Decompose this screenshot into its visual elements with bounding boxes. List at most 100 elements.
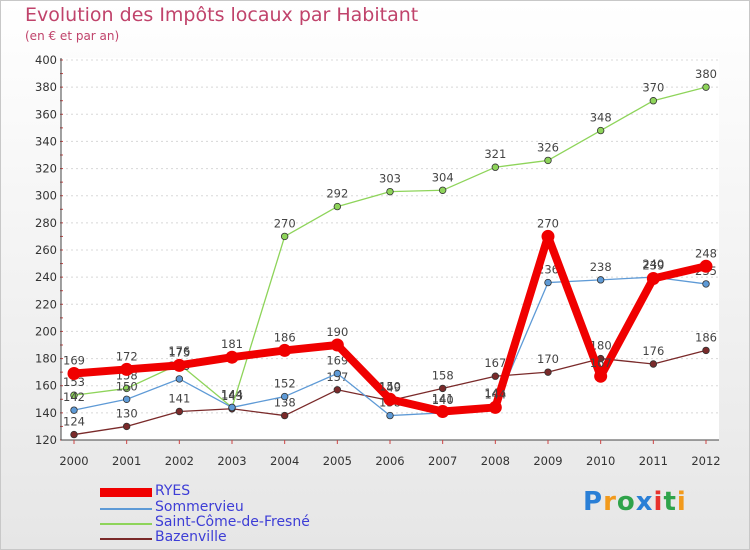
data-point-sommervieu (70, 406, 78, 414)
data-point-ryes (699, 259, 713, 273)
legend-label-sommervieu: Sommervieu (155, 499, 244, 515)
y-tick-label: 160 (35, 379, 57, 393)
data-point-bazenville (70, 430, 78, 439)
data-label-ryes: 144 (484, 387, 506, 401)
data-label-bazenville: 186 (695, 330, 717, 344)
data-point-saint-c-me-de-fresn- (438, 186, 447, 194)
data-point-ryes (646, 272, 660, 285)
data-point-ryes (383, 392, 397, 406)
x-tick-label: 2005 (323, 454, 352, 468)
legend-swatch-ryes (100, 488, 152, 497)
data-label-saint-c-me-de-fresn-: 380 (695, 67, 717, 81)
logo-letter: P (583, 487, 604, 517)
data-label-saint-c-me-de-fresn-: 304 (432, 170, 454, 184)
data-point-sommervieu (280, 392, 289, 401)
data-label-ryes: 239 (642, 259, 664, 273)
legend-swatch-saint-come (100, 523, 152, 525)
data-point-sommervieu (122, 395, 131, 403)
data-point-saint-c-me-de-fresn- (386, 187, 394, 196)
data-label-saint-c-me-de-fresn-: 144 (221, 387, 243, 401)
data-point-ryes (67, 367, 81, 380)
y-tick-label: 260 (35, 243, 57, 257)
data-point-saint-c-me-de-fresn- (280, 232, 289, 241)
data-point-saint-c-me-de-fresn- (596, 126, 605, 135)
data-point-bazenville (438, 384, 447, 393)
x-tick-label: 2008 (481, 454, 510, 468)
data-point-saint-c-me-de-fresn- (70, 391, 78, 399)
data-point-sommervieu (544, 278, 552, 287)
data-point-ryes (541, 229, 555, 243)
data-point-ryes (488, 400, 502, 414)
data-point-bazenville (702, 346, 710, 355)
data-label-ryes: 141 (432, 392, 454, 406)
data-point-bazenville (122, 422, 131, 431)
data-point-ryes (120, 362, 134, 376)
data-label-sommervieu: 140 (432, 393, 454, 407)
data-label-bazenville: 158 (432, 368, 454, 382)
data-label-bazenville: 143 (221, 389, 243, 403)
y-tick-label: 200 (35, 324, 57, 338)
legend-item-ryes: RYES (100, 483, 360, 500)
x-tick-label: 2007 (428, 454, 457, 468)
data-point-sommervieu (175, 375, 184, 383)
data-label-ryes: 186 (274, 330, 296, 344)
logo-letter: r (603, 487, 617, 517)
x-tick-label: 2012 (691, 454, 720, 468)
data-label-ryes: 270 (537, 216, 559, 230)
y-tick-label: 120 (35, 433, 57, 447)
data-label-saint-c-me-de-fresn-: 292 (326, 187, 348, 201)
data-label-sommervieu: 152 (274, 377, 296, 391)
data-point-ryes (594, 369, 608, 383)
y-tick-label: 400 (35, 53, 57, 67)
data-label-saint-c-me-de-fresn-: 303 (379, 172, 401, 186)
data-point-bazenville (175, 407, 184, 416)
data-label-saint-c-me-de-fresn-: 176 (168, 344, 190, 358)
logo-letter: i (676, 487, 687, 517)
x-tick-label: 2004 (270, 454, 299, 468)
data-label-ryes: 169 (63, 354, 85, 368)
data-label-sommervieu: 240 (642, 257, 664, 271)
logo-letter: o (616, 487, 636, 517)
data-point-sommervieu (333, 369, 342, 378)
data-point-ryes (278, 343, 292, 357)
legend-item-bazenville: Bazenville (100, 529, 360, 546)
chart-title: Evolution des Impôts locaux par Habitant (25, 4, 419, 26)
data-point-sommervieu (228, 403, 236, 412)
data-label-bazenville: 176 (642, 344, 664, 358)
legend-label-ryes: RYES (155, 483, 191, 499)
x-tick-label: 2001 (112, 454, 141, 468)
logo-letter: x (635, 487, 654, 517)
data-point-ryes (172, 358, 186, 372)
data-point-ryes (225, 350, 239, 364)
data-label-ryes: 175 (168, 345, 190, 359)
y-tick-label: 240 (35, 270, 57, 284)
data-point-saint-c-me-de-fresn- (122, 384, 131, 393)
data-label-sommervieu: 169 (326, 354, 348, 368)
data-label-ryes: 150 (379, 379, 401, 393)
legend-item-saint-come: Saint-Côme-de-Fresné (100, 514, 360, 531)
y-tick-label: 360 (35, 107, 57, 121)
y-tick-label: 340 (35, 134, 57, 148)
y-tick-label: 220 (35, 297, 57, 311)
data-point-saint-c-me-de-fresn- (649, 97, 658, 105)
data-label-sommervieu: 150 (116, 379, 138, 393)
data-point-bazenville (649, 360, 658, 368)
y-tick-label: 280 (35, 216, 57, 230)
data-point-bazenville (544, 368, 552, 376)
logo-letter: t (663, 487, 677, 517)
proxiti-logo: Proxiti (583, 487, 687, 517)
data-point-bazenville (491, 372, 500, 380)
data-point-sommervieu (702, 280, 710, 288)
data-label-saint-c-me-de-fresn-: 348 (590, 111, 612, 125)
x-tick-label: 2000 (59, 454, 88, 468)
data-point-saint-c-me-de-fresn- (491, 163, 500, 171)
data-point-sommervieu (386, 411, 394, 420)
logo-letter: i (653, 487, 664, 517)
data-point-sommervieu (596, 276, 605, 284)
y-tick-label: 300 (35, 189, 57, 203)
data-point-ryes (330, 338, 344, 352)
data-label-ryes: 181 (221, 337, 243, 351)
data-point-ryes (436, 405, 450, 418)
y-tick-label: 140 (35, 406, 57, 420)
